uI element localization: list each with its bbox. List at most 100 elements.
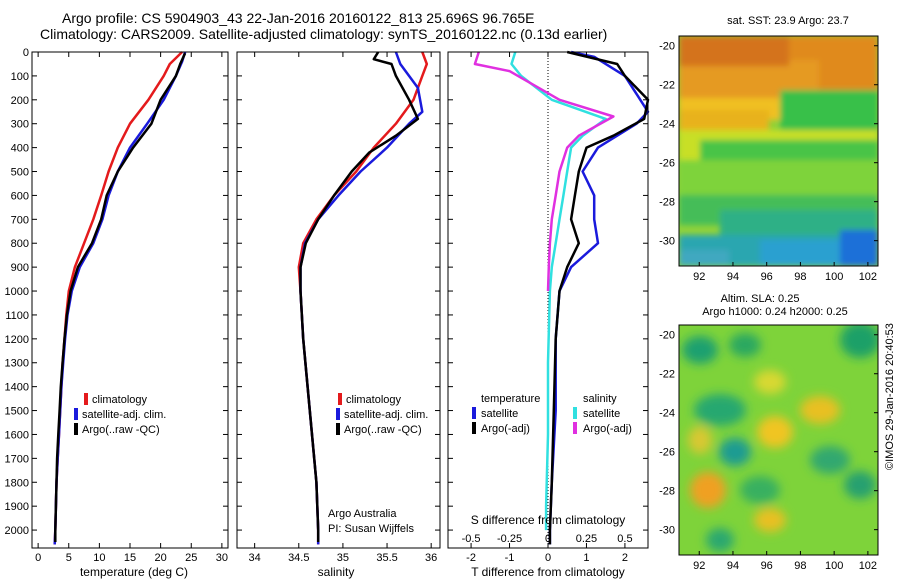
- sst-map-frame: [678, 35, 879, 267]
- legend-t-satellite-label: satellite: [481, 408, 518, 420]
- legend-climatology-label: climatology: [346, 394, 402, 406]
- y-tick-label: 1700: [5, 453, 29, 465]
- map-y-tick-label: -28: [659, 197, 675, 209]
- y-tick-label: 400: [11, 143, 29, 155]
- y-tick-label: 1000: [5, 286, 29, 298]
- s-difference-tick-label: -0.25: [497, 533, 522, 545]
- x-tick-label: 15: [124, 552, 136, 564]
- sla-map-title-line2: Argo h1000: 0.24 h2000: 0.25: [702, 306, 848, 318]
- series-line-salinity-argo-adj-: [473, 51, 615, 292]
- map-x-tick-label: 94: [727, 560, 739, 572]
- difference-legend: temperature satellite Argo(-adj) salinit…: [472, 393, 632, 435]
- map-y-tick-label: -22: [659, 369, 675, 381]
- sla-map-frame: [678, 324, 879, 556]
- map-x-tick-label: 100: [825, 271, 843, 283]
- y-tick-label: 300: [11, 119, 29, 131]
- panel-frame: [236, 51, 441, 549]
- x-tick-label: 0: [35, 552, 41, 564]
- sst-field: [679, 36, 878, 266]
- series-line-satellite-adj-clim-: [299, 51, 424, 545]
- legend-satellite-label: satellite-adj. clim.: [82, 409, 166, 421]
- x-tick-label: 30: [216, 552, 228, 564]
- profile-panel-temperature-profile: 0 5 10 15 20 25 300100200300400500600700800900…: [5, 47, 229, 564]
- y-tick-label: 600: [11, 190, 29, 202]
- s-difference-tick-label: 0.25: [576, 533, 597, 545]
- y-tick-label: 1300: [5, 358, 29, 370]
- sst-map-title: sat. SST: 23.9 Argo: 23.7: [727, 15, 849, 27]
- legend-t-satellite-swatch: [472, 407, 476, 419]
- y-tick-label: 0: [23, 47, 29, 59]
- legend-argo-label: Argo(..raw -QC): [344, 424, 422, 436]
- map-x-tick-label: 98: [794, 271, 806, 283]
- salinity-legend: climatology satellite-adj. clim. Argo(..…: [328, 393, 428, 535]
- figure-title-line2: Climatology: CARS2009. Satellite-adjuste…: [40, 26, 608, 42]
- map-y-tick-label: -22: [659, 80, 675, 92]
- legend-t-argo-swatch: [472, 422, 476, 434]
- map-y-tick-label: -30: [659, 236, 675, 248]
- x-tick-label: 5: [66, 552, 72, 564]
- sla-map-title-line1: Altim. SLA: 0.25: [721, 293, 800, 305]
- series-line-argo-raw-qc-: [54, 52, 187, 542]
- map-y-tick-label: -20: [659, 330, 675, 342]
- sst-map: sat. SST: 23.9 Argo: 23.7 -20 -22 -24 -26 -2…: [659, 15, 879, 283]
- map-y-tick-label: -30: [659, 525, 675, 537]
- map-x-tick-label: 100: [825, 560, 843, 572]
- sla-field: [679, 325, 878, 555]
- map-x-tick-label: 92: [693, 271, 705, 283]
- map-y-tick-label: -24: [659, 119, 675, 131]
- x-tick-label: 0: [545, 552, 551, 564]
- map-x-tick-label: 96: [761, 271, 773, 283]
- legend-t-argo-label: Argo(-adj): [481, 423, 530, 435]
- x-tick-label: 36: [425, 552, 437, 564]
- series-line-climatology: [53, 51, 183, 545]
- sla-map: Altim. SLA: 0.25 Argo h1000: 0.24 h2000:…: [659, 293, 879, 572]
- map-x-tick-label: 96: [761, 560, 773, 572]
- y-tick-label: 1400: [5, 382, 29, 394]
- map-y-tick-label: -28: [659, 486, 675, 498]
- map-y-tick-label: -26: [659, 447, 675, 459]
- t-difference-xlabel: T difference from climatology: [471, 565, 625, 579]
- map-x-tick-label: 102: [859, 560, 877, 572]
- profile-panel-difference-profile: -2 -1 0 1 2 -0.5 -0.25 0 0.25 0.5: [447, 50, 650, 564]
- y-tick-label: 1900: [5, 501, 29, 513]
- y-tick-label: 800: [11, 238, 29, 250]
- y-tick-label: 1800: [5, 477, 29, 489]
- map-y-tick-label: -26: [659, 158, 675, 170]
- series-line-satellite-adj-clim-: [53, 51, 187, 545]
- legend-satellite-swatch: [336, 408, 340, 420]
- credit-org: Argo Australia: [328, 508, 397, 520]
- s-difference-tick-label: 0: [545, 533, 551, 545]
- x-tick-label: -1: [505, 552, 515, 564]
- map-x-tick-label: 98: [794, 560, 806, 572]
- x-tick-label: 35: [337, 552, 349, 564]
- series-line-temperature-argo-adj-: [548, 50, 650, 545]
- map-x-tick-label: 102: [859, 271, 877, 283]
- y-tick-label: 100: [11, 71, 29, 83]
- legend-satellite-swatch: [74, 408, 78, 420]
- y-tick-label: 2000: [5, 525, 29, 537]
- profile-panel-salinity-profile: 34 34.5 35 35.5 36: [236, 51, 441, 564]
- x-tick-label: 1: [583, 552, 589, 564]
- series-line-argo-raw-qc-: [299, 51, 420, 542]
- x-tick-label: 20: [155, 552, 167, 564]
- legend-climatology-swatch: [338, 393, 342, 405]
- legend-salinity-title: salinity: [583, 393, 617, 405]
- map-y-tick-label: -20: [659, 41, 675, 53]
- map-x-tick-label: 92: [693, 560, 705, 572]
- legend-s-argo-swatch: [573, 422, 577, 434]
- temperature-legend: climatology satellite-adj. clim. Argo(..…: [74, 393, 166, 436]
- y-tick-label: 1200: [5, 334, 29, 346]
- x-tick-label: 34.5: [288, 552, 309, 564]
- y-tick-label: 500: [11, 167, 29, 179]
- map-y-tick-label: -24: [659, 408, 675, 420]
- legend-argo-swatch: [336, 423, 340, 435]
- s-difference-xlabel: S difference from climatology: [471, 513, 626, 527]
- legend-climatology-label: climatology: [92, 394, 148, 406]
- y-tick-label: 1100: [5, 310, 29, 322]
- legend-satellite-label: satellite-adj. clim.: [344, 409, 428, 421]
- s-difference-tick-label: -0.5: [462, 533, 481, 545]
- y-tick-label: 900: [11, 262, 29, 274]
- series-line-salinity-satellite: [510, 51, 607, 531]
- legend-s-satellite-swatch: [573, 407, 577, 419]
